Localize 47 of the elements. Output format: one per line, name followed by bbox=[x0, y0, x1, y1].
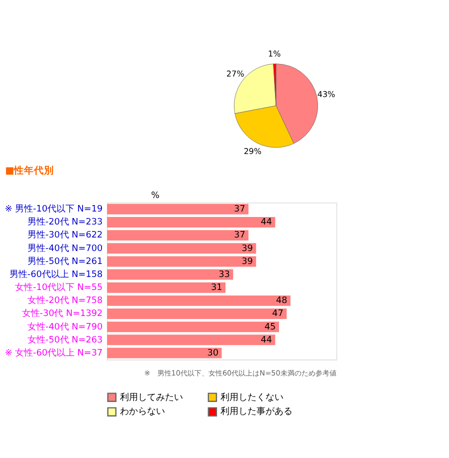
data-label: 27% bbox=[226, 70, 245, 79]
legend-label: 利用した事がある bbox=[220, 406, 292, 418]
bar bbox=[107, 308, 287, 319]
bar bbox=[107, 256, 256, 267]
data-label: 48 bbox=[276, 296, 288, 306]
data-label: 30 bbox=[207, 348, 219, 358]
data-label: 39 bbox=[242, 256, 253, 267]
data-label: 33 bbox=[218, 270, 230, 280]
y-tick-label: ※ 男性-10代以下 N=19 bbox=[4, 204, 103, 215]
y-tick-label: 男性-50代 N=261 bbox=[27, 256, 103, 267]
y-tick-label: 女性-50代 N=263 bbox=[27, 334, 103, 346]
bar bbox=[107, 295, 290, 306]
y-tick-label: 男性-40代 N=700 bbox=[27, 242, 103, 254]
bar bbox=[107, 269, 234, 280]
legend-label: わからない bbox=[120, 407, 165, 418]
data-label: 45 bbox=[264, 322, 276, 332]
bar bbox=[107, 334, 276, 346]
legend-label: 利用してみたい bbox=[120, 392, 183, 403]
text: ■性年代別 bbox=[5, 164, 54, 177]
bar bbox=[107, 230, 248, 241]
y-tick-label: 男性-60代以上 N=158 bbox=[9, 268, 103, 280]
y-tick-label: 男性-20代 N=233 bbox=[27, 216, 103, 228]
data-label: 31 bbox=[211, 283, 222, 294]
legend-label: 利用したくない bbox=[220, 392, 284, 403]
bar bbox=[107, 243, 256, 254]
data-label: 47 bbox=[272, 309, 284, 320]
text: ※ 男性10代以下、女性60代以上はN=50未満のため参考値 bbox=[144, 368, 336, 378]
bar bbox=[107, 348, 222, 358]
bar bbox=[107, 217, 276, 228]
text: % bbox=[151, 190, 160, 201]
data-label: 1% bbox=[268, 50, 282, 59]
bar bbox=[107, 322, 280, 332]
data-label: 29% bbox=[244, 146, 262, 156]
data-label: 37 bbox=[234, 204, 246, 215]
bar bbox=[107, 282, 226, 293]
y-tick-label: 女性-40代 N=790 bbox=[27, 321, 103, 332]
data-label: 37 bbox=[234, 230, 246, 241]
data-label: 39 bbox=[242, 244, 253, 254]
y-tick-label: 女性-10代以下 N=55 bbox=[15, 282, 103, 294]
y-tick-label: 男性-30代 N=622 bbox=[27, 230, 103, 241]
data-label: 44 bbox=[260, 218, 272, 228]
bar bbox=[107, 204, 248, 214]
data-label: 43% bbox=[317, 90, 336, 99]
data-label: 44 bbox=[260, 335, 272, 346]
y-tick-label: ※ 女性-60代以上 N=37 bbox=[4, 347, 103, 358]
y-tick-label: 女性-20代 N=758 bbox=[27, 295, 103, 306]
y-tick-label: 女性-30代 N=1392 bbox=[22, 308, 103, 320]
